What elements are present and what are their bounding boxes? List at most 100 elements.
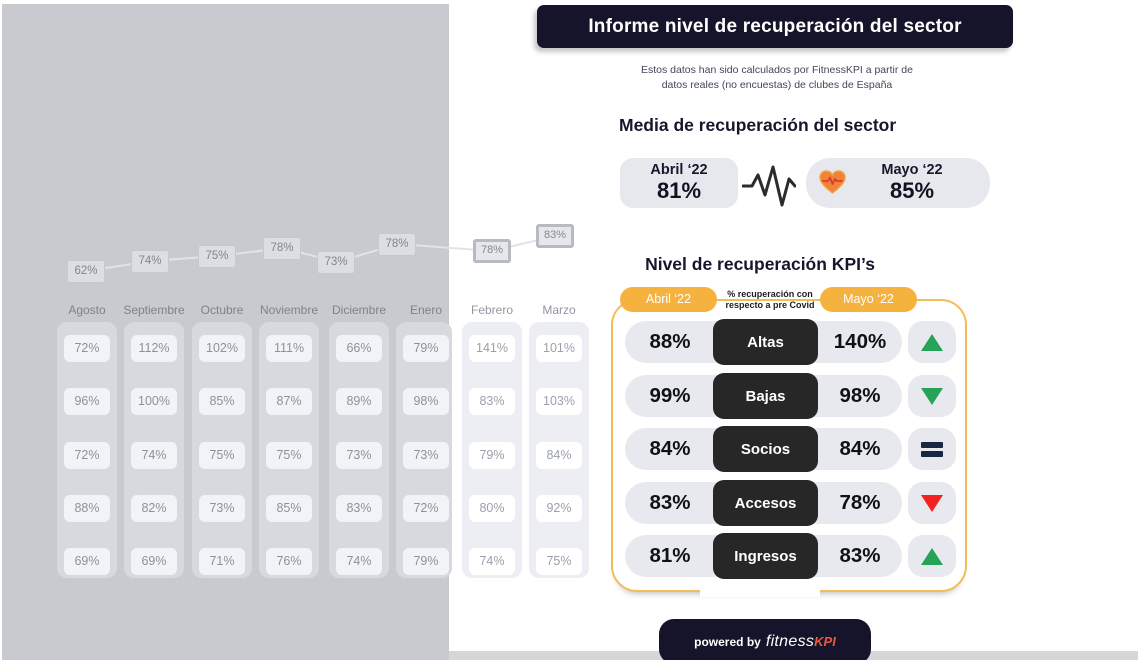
value-cell: 85% — [199, 388, 245, 415]
trend-pill — [908, 482, 956, 524]
kpi-note-line-2: respecto a pre Covid — [725, 300, 815, 311]
kpi-april-value: 88% — [649, 330, 691, 353]
media-section-heading: Media de recuperación del sector — [619, 115, 897, 135]
kpi-column-header-may: Mayo ‘22 — [820, 287, 917, 312]
month-column-septiembre: 112% 100% 74% 82% 69% — [124, 322, 184, 578]
kpi-outline-gap — [700, 585, 820, 597]
pulse-line-icon — [742, 165, 796, 207]
value-cell: 73% — [199, 495, 245, 522]
may-average-value: 85% — [889, 177, 935, 203]
value-cell: 79% — [403, 548, 449, 575]
april-average-label: Abril ‘22 — [650, 161, 708, 178]
value-cell: 83% — [336, 495, 382, 522]
avg-label-febrero: 78% — [473, 239, 511, 263]
month-label-septiembre: Septiembre — [123, 303, 185, 317]
value-cell: 111% — [266, 335, 312, 362]
value-cell: 71% — [199, 548, 245, 575]
value-cell: 101% — [536, 335, 582, 362]
month-column-diciembre: 66% 89% 73% 83% 74% — [329, 322, 389, 578]
avg-label-noviembre: 78% — [263, 237, 301, 260]
month-column-enero: 79% 98% 73% 72% 79% — [396, 322, 452, 578]
kpi-section-heading: Nivel de recuperación KPI’s — [645, 254, 875, 274]
kpi-may-value: 98% — [839, 384, 881, 407]
kpi-label-chip: Socios — [713, 426, 818, 472]
value-cell: 79% — [469, 442, 515, 469]
trend-pill — [908, 428, 956, 470]
value-cell: 82% — [131, 495, 177, 522]
month-label-febrero: Febrero — [470, 303, 514, 317]
value-cell: 80% — [469, 495, 515, 522]
trend-down-icon — [921, 387, 943, 405]
value-cell: 141% — [469, 335, 515, 362]
month-label-agosto: Agosto — [68, 303, 106, 317]
kpi-note: % recuperación con respecto a pre Covid — [720, 289, 820, 312]
value-cell: 76% — [266, 548, 312, 575]
value-cell: 85% — [266, 495, 312, 522]
kpi-label: Socios — [740, 440, 791, 458]
avg-label-diciembre: 73% — [317, 251, 355, 274]
value-cell: 74% — [336, 548, 382, 575]
kpi-may-value: 140% — [833, 330, 887, 353]
trend-up-icon — [921, 547, 943, 565]
kpi-note-line-1: % recuperación con — [727, 289, 813, 299]
month-label-diciembre: Diciembre — [331, 303, 386, 317]
value-cell: 75% — [199, 442, 245, 469]
kpi-column-header-april: Abril ‘22 — [620, 287, 717, 312]
value-cell: 96% — [64, 388, 110, 415]
value-cell: 72% — [403, 495, 449, 522]
value-cell: 72% — [64, 335, 110, 362]
avg-label-agosto: 62% — [67, 260, 105, 283]
kpi-label-chip: Ingresos — [713, 533, 818, 579]
avg-label-marzo: 83% — [536, 224, 574, 248]
subtitle-line-1: Estos datos han sido calculados por Fitn… — [641, 64, 913, 76]
value-cell: 112% — [131, 335, 177, 362]
month-label-octubre: Octubre — [200, 303, 244, 317]
may-average-card: Mayo ‘22 85% — [806, 158, 990, 208]
kpi-label-chip: Accesos — [713, 480, 818, 526]
kpi-april-value: 84% — [649, 437, 691, 460]
kpi-label: Accesos — [734, 494, 797, 512]
value-cell: 103% — [536, 388, 582, 415]
month-label-enero: Enero — [409, 303, 443, 317]
report-title: Informe nivel de recuperación del sector — [588, 15, 962, 37]
value-cell: 74% — [469, 548, 515, 575]
value-cell: 100% — [131, 388, 177, 415]
kpi-label-chip: Bajas — [713, 373, 818, 419]
subtitle-line-2: datos reales (no encuestas) de clubes de… — [661, 79, 893, 92]
value-cell: 72% — [64, 442, 110, 469]
kpi-may-value: 78% — [839, 491, 881, 514]
value-cell: 66% — [336, 335, 382, 362]
value-cell: 73% — [403, 442, 449, 469]
value-cell: 75% — [536, 548, 582, 575]
report-title-bar: Informe nivel de recuperación del sector — [537, 5, 1013, 48]
kpi-april-value: 99% — [649, 384, 691, 407]
value-cell: 88% — [64, 495, 110, 522]
may-average-label: Mayo ‘22 — [881, 161, 943, 178]
value-cell: 69% — [64, 548, 110, 575]
value-cell: 79% — [403, 335, 449, 362]
value-cell: 74% — [131, 442, 177, 469]
kpi-label-chip: Altas — [713, 319, 818, 365]
value-cell: 84% — [536, 442, 582, 469]
value-cell: 102% — [199, 335, 245, 362]
brand-fitness-text: fitness — [765, 632, 815, 650]
heart-pulse-icon — [819, 170, 846, 194]
trend-down-red-icon — [921, 494, 943, 512]
month-column-marzo: 101% 103% 84% 92% 75% — [529, 322, 589, 578]
kpi-label: Bajas — [745, 387, 786, 405]
powered-by-text: powered by — [694, 634, 761, 649]
kpi-april-value: 83% — [649, 491, 691, 514]
trend-up-icon — [921, 333, 943, 351]
value-cell: 69% — [131, 548, 177, 575]
value-cell: 83% — [469, 388, 515, 415]
month-label-noviembre: Noviembre — [259, 303, 319, 317]
avg-label-octubre: 75% — [198, 245, 236, 268]
avg-label-septiembre: 74% — [131, 250, 169, 273]
april-average-value: 81% — [656, 177, 702, 203]
kpi-april-value: 81% — [649, 544, 691, 567]
month-column-febrero: 141% 83% 79% 80% 74% — [462, 322, 522, 578]
report-subtitle: Estos datos han sido calculados por Fitn… — [577, 63, 977, 93]
brand-kpi-text: KPI — [814, 634, 836, 649]
value-cell: 73% — [336, 442, 382, 469]
